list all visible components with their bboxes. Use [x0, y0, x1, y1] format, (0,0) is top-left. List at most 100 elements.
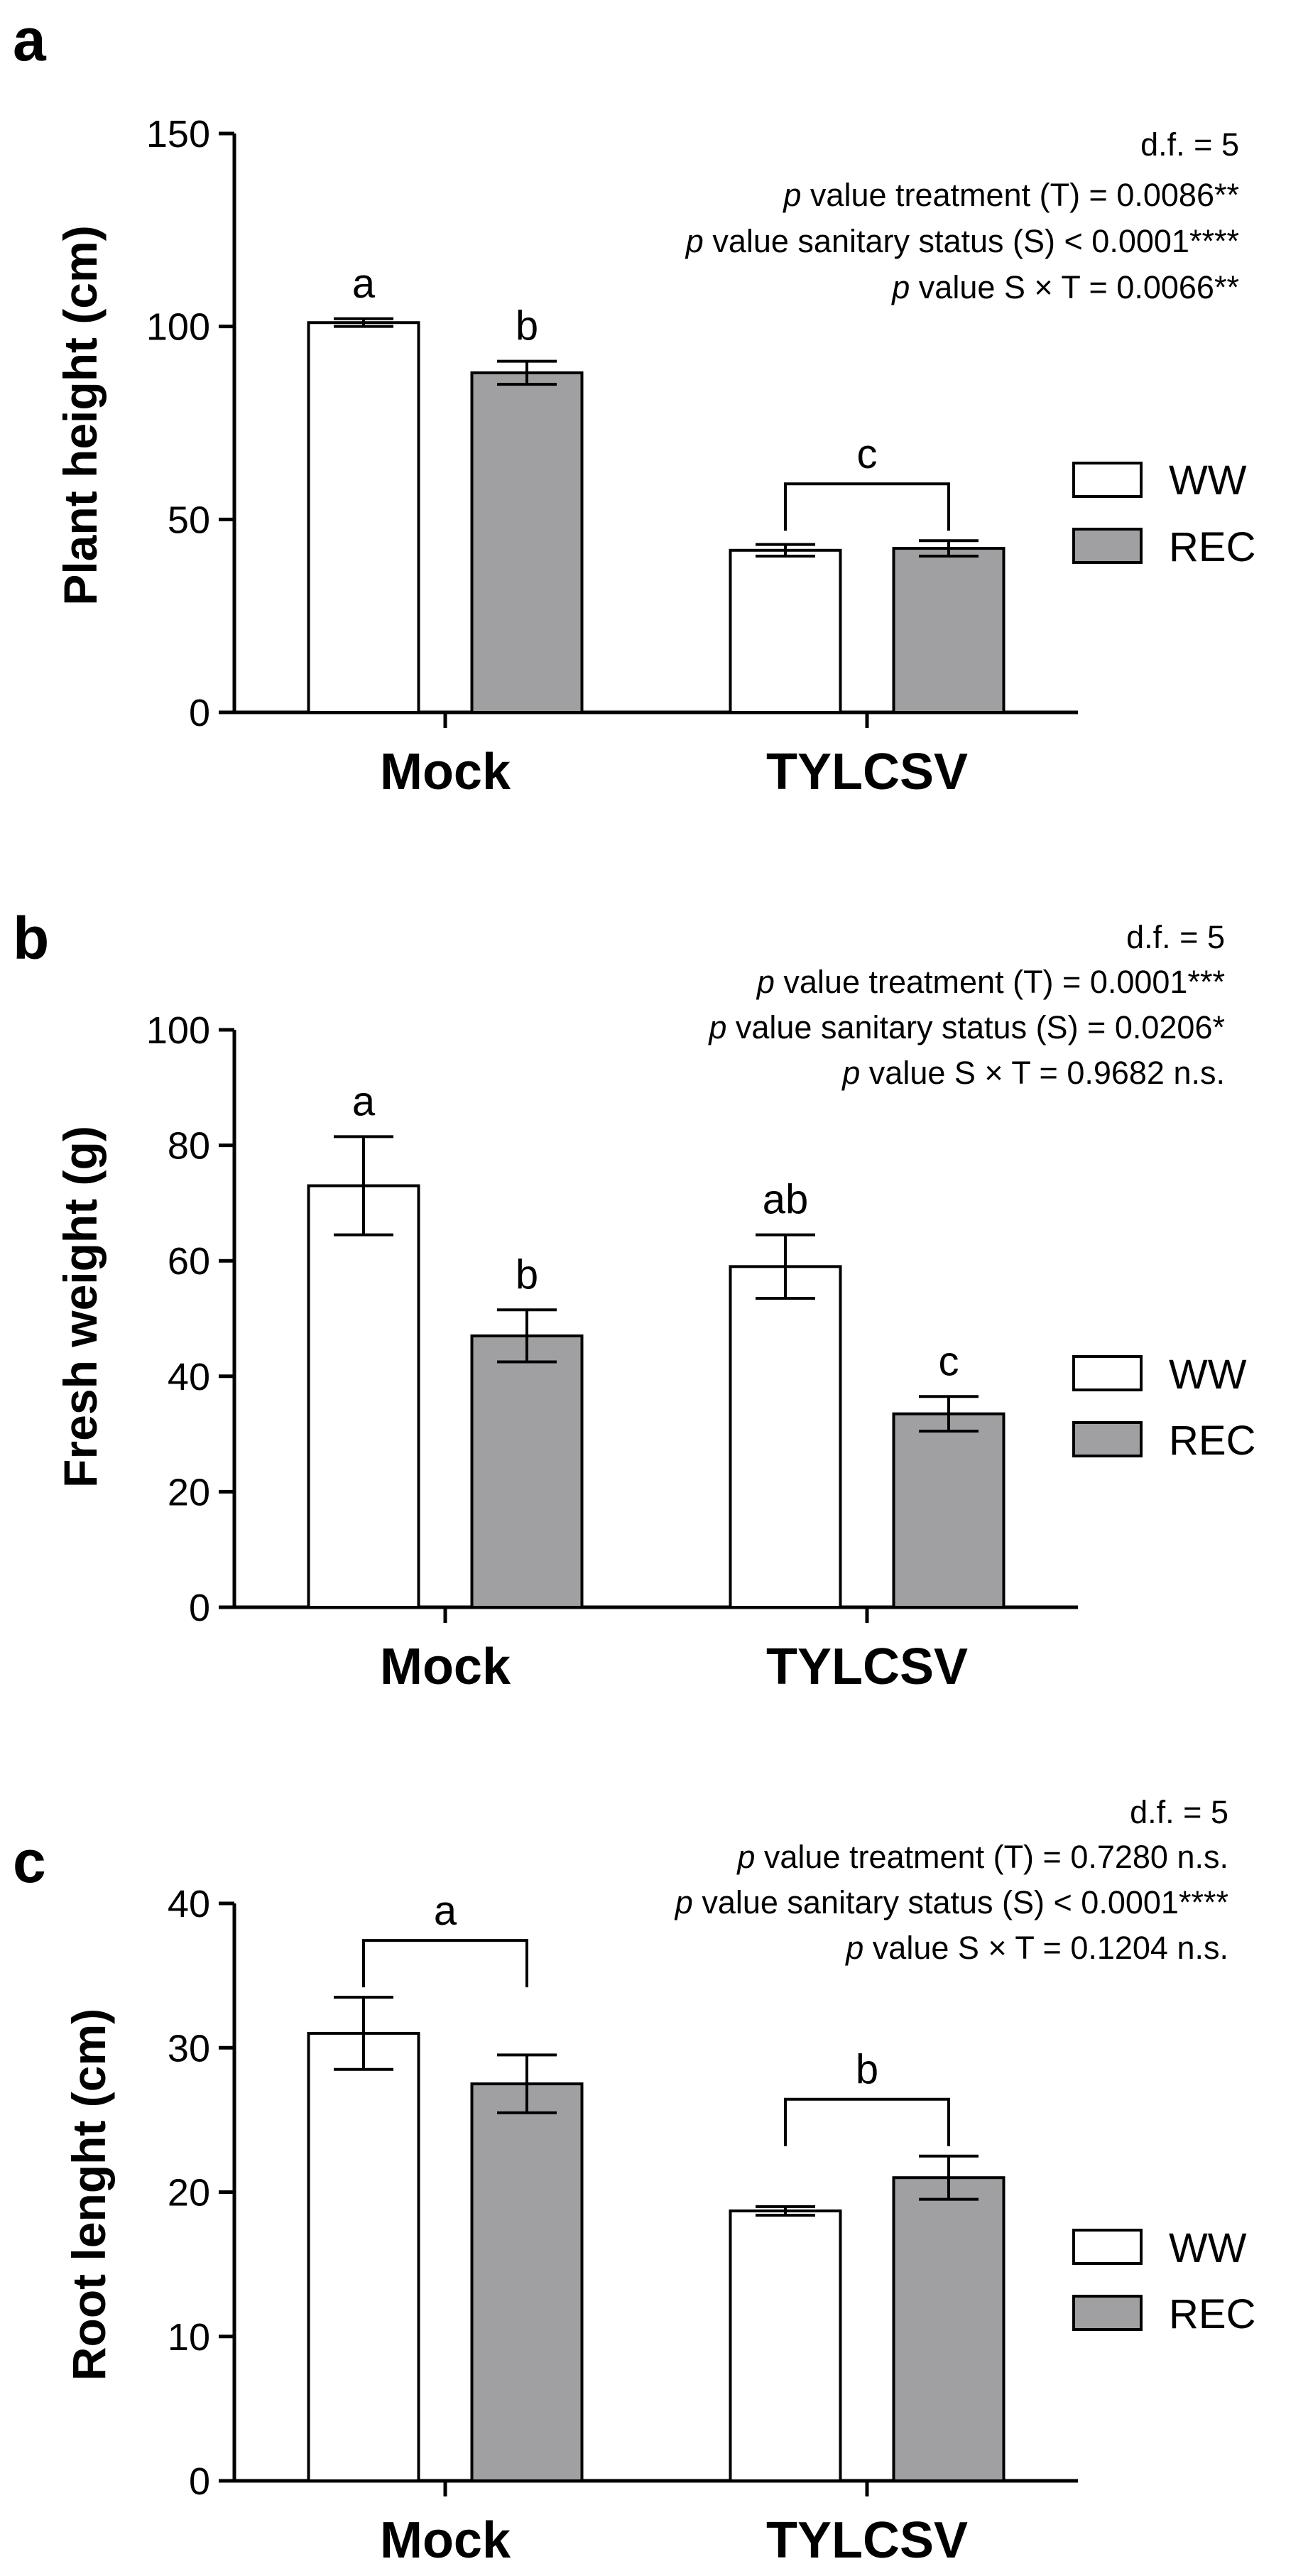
y-tick-label: 40: [168, 1356, 210, 1398]
x-category-label: TYLCSV: [766, 2512, 968, 2569]
p-symbol: p: [844, 1930, 863, 1966]
significance-letter: b: [516, 1251, 538, 1298]
y-tick-label: 20: [168, 1471, 210, 1513]
stat-interaction: p value S × T = 0.0066**: [890, 269, 1239, 305]
y-tick-label: 80: [168, 1125, 210, 1168]
legend-swatch-ww: [1072, 1355, 1143, 1391]
y-axis-label: Root lenght (cm): [62, 2009, 115, 2381]
stats-block: d.f. = 5 p value treatment (T) = 0.7280 …: [674, 1794, 1228, 1966]
y-tick-label: 50: [168, 499, 210, 541]
legend-label-ww: WW: [1169, 1352, 1247, 1398]
significance-letter: c: [857, 431, 878, 477]
stats-block: d.f. = 5 p value treatment (T) = 0.0001*…: [707, 919, 1225, 1091]
stat-interaction-text: value S × T = 0.1204 n.s.: [863, 1930, 1228, 1966]
stat-treatment: p value treatment (T) = 0.7280 n.s.: [736, 1839, 1228, 1875]
y-tick-label: 30: [168, 2027, 210, 2070]
stat-interaction: p value S × T = 0.9682 n.s.: [841, 1055, 1225, 1091]
stat-sanitary: p value sanitary status (S) < 0.0001****: [685, 223, 1239, 259]
legend-label-ww: WW: [1169, 2225, 1247, 2271]
stat-sanitary: p value sanitary status (S) < 0.0001****: [674, 1884, 1228, 1920]
p-symbol: p: [756, 964, 775, 1000]
y-tick-label: 100: [146, 306, 210, 349]
x-category-label: Mock: [380, 1638, 511, 1695]
legend-swatch-rec: [1072, 2295, 1143, 2331]
legend-label-rec: REC: [1169, 1418, 1255, 1464]
stat-interaction-text: value S × T = 0.9682 n.s.: [860, 1055, 1225, 1091]
significance-letter: a: [352, 261, 376, 307]
y-tick-label: 0: [189, 692, 210, 734]
bar-ww: [729, 2209, 842, 2483]
panel-a: a Plant height (cm) d.f. = 5 p value tre…: [13, 6, 1255, 800]
y-tick-label: 60: [168, 1240, 210, 1283]
x-category-label: Mock: [380, 744, 511, 800]
legend-swatch-ww: [1072, 462, 1143, 498]
significance-bracket: [362, 1939, 528, 1988]
y-tick-label: 10: [168, 2316, 210, 2359]
stat-sanitary-text: value sanitary status (S) = 0.0206*: [726, 1009, 1225, 1045]
legend-label-ww: WW: [1169, 457, 1247, 504]
panel-letter: b: [13, 905, 49, 972]
p-symbol: p: [736, 1839, 755, 1875]
legend-swatch-rec: [1072, 528, 1143, 564]
legend-label-rec: REC: [1169, 524, 1255, 570]
significance-bracket: [784, 482, 950, 531]
stat-treatment-text: value treatment (T) = 0.7280 n.s.: [755, 1839, 1228, 1875]
y-tick-label: 100: [146, 1009, 210, 1052]
p-symbol: p: [890, 269, 910, 305]
bar-ww: [307, 321, 420, 714]
y-tick-label: 0: [189, 1587, 210, 1629]
bar-ww: [729, 1265, 842, 1609]
stat-interaction: p value S × T = 0.1204 n.s.: [844, 1930, 1228, 1966]
y-axis-label: Plant height (cm): [54, 225, 107, 605]
panel-letter: a: [13, 6, 47, 73]
legend: WW REC: [1072, 457, 1255, 570]
y-tick-label: 0: [189, 2460, 210, 2503]
stat-sanitary-text: value sanitary status (S) < 0.0001****: [693, 1884, 1228, 1920]
significance-bracket: [784, 2097, 950, 2146]
bar-ww: [307, 1184, 420, 1609]
stat-treatment: p value treatment (T) = 0.0001***: [756, 964, 1225, 1000]
bar-ww: [307, 2031, 420, 2483]
x-category-label: Mock: [380, 2512, 511, 2569]
stat-treatment-text: value treatment (T) = 0.0086**: [801, 177, 1239, 213]
p-symbol: p: [674, 1884, 693, 1920]
panel-letter: c: [13, 1828, 46, 1895]
panel-c: c Root lenght (cm) d.f. = 5 p value trea…: [13, 1794, 1255, 2569]
legend-label-rec: REC: [1169, 2291, 1255, 2337]
y-axis-label: Fresh weight (g): [54, 1126, 107, 1488]
plot-area: 0 10 20 30 40 Mock TYLCSV a b: [168, 1883, 1078, 2569]
bar-rec: [470, 1334, 584, 1609]
p-symbol: p: [685, 223, 704, 259]
p-symbol: p: [782, 177, 801, 213]
significance-letter: c: [939, 1338, 959, 1384]
significance-letter: ab: [763, 1177, 809, 1223]
p-symbol: p: [707, 1009, 726, 1045]
bar-rec: [470, 371, 584, 714]
legend: WW REC: [1072, 1352, 1255, 1464]
significance-letter: a: [352, 1078, 376, 1124]
stats-block: d.f. = 5 p value treatment (T) = 0.0086*…: [685, 126, 1239, 305]
plot-area: 0 50 100 150 Mock TYLCSV a b c: [146, 113, 1078, 800]
bar-ww: [729, 548, 842, 714]
stat-treatment-text: value treatment (T) = 0.0001***: [775, 964, 1225, 1000]
stat-interaction-text: value S × T = 0.0066**: [910, 269, 1239, 305]
x-category-label: TYLCSV: [766, 744, 968, 800]
stat-sanitary: p value sanitary status (S) = 0.0206*: [707, 1009, 1225, 1045]
y-tick-label: 150: [146, 113, 210, 156]
stat-df: d.f. = 5: [1126, 919, 1225, 955]
panel-b: b Fresh weight (g) d.f. = 5 p value trea…: [13, 905, 1255, 1695]
legend: WW REC: [1072, 2225, 1255, 2337]
bar-rec: [892, 1412, 1005, 1609]
stat-sanitary-text: value sanitary status (S) < 0.0001****: [704, 223, 1239, 259]
bar-rec: [892, 547, 1005, 714]
stat-df: d.f. = 5: [1130, 1794, 1228, 1830]
bar-rec: [892, 2176, 1005, 2483]
legend-swatch-ww: [1072, 2229, 1143, 2265]
p-symbol: p: [841, 1055, 860, 1091]
stat-treatment: p value treatment (T) = 0.0086**: [782, 177, 1239, 213]
stat-df: d.f. = 5: [1140, 126, 1239, 163]
significance-letter: b: [516, 303, 538, 349]
x-category-label: TYLCSV: [766, 1638, 968, 1695]
